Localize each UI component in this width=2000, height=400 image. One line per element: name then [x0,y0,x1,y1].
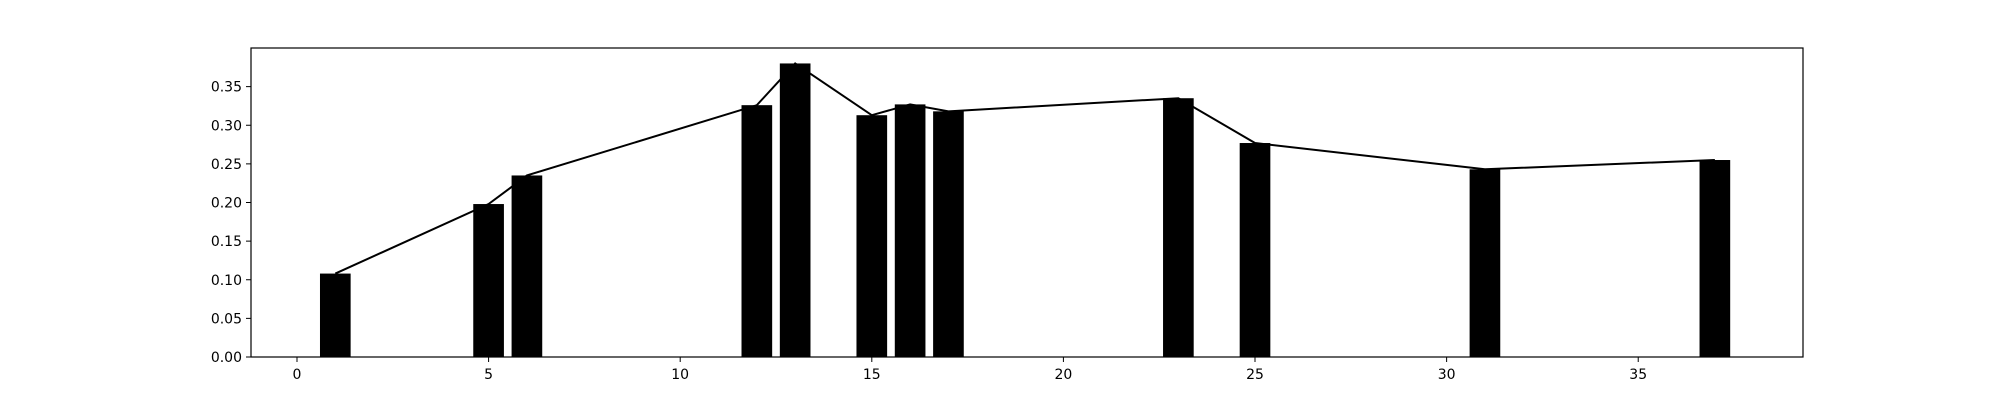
series-line-layer [334,62,1715,275]
bar [894,104,926,357]
y-tick-label: 0.30 [211,118,242,134]
bar [741,105,773,357]
x-tick-label: 0 [293,367,302,383]
x-tick-label: 5 [484,367,493,383]
bar [511,175,543,357]
x-tick-label: 35 [1629,367,1647,383]
y-tick-label: 0.15 [211,234,242,250]
series-line [334,62,1715,275]
bar [473,204,504,357]
x-tick-label: 20 [1054,367,1072,383]
y-tick-label: 0.10 [211,273,242,289]
bar [1163,98,1194,358]
x-tick-label: 30 [1438,367,1456,383]
y-axis: 0.00 0.05 0.10 0.15 0.20 0.25 0.30 0.35 [211,80,251,366]
y-tick-label: 0.05 [211,311,242,327]
y-tick-label: 0.20 [211,196,242,212]
y-tick-label: 0.25 [211,157,242,173]
x-tick-label: 15 [863,367,881,383]
bar [319,273,351,357]
bar [1699,160,1731,357]
x-axis: 0 5 10 15 20 25 30 35 [293,357,1647,383]
bar [1239,143,1271,357]
bar [933,111,964,357]
x-tick-label: 25 [1246,367,1264,383]
plot-frame [250,47,1804,358]
y-tick-label: 0.00 [211,350,242,366]
bar [856,115,888,358]
bar [1469,169,1501,357]
bar [779,63,811,357]
x-tick-label: 10 [671,367,689,383]
bars [319,63,1731,358]
y-tick-label: 0.35 [211,80,242,96]
